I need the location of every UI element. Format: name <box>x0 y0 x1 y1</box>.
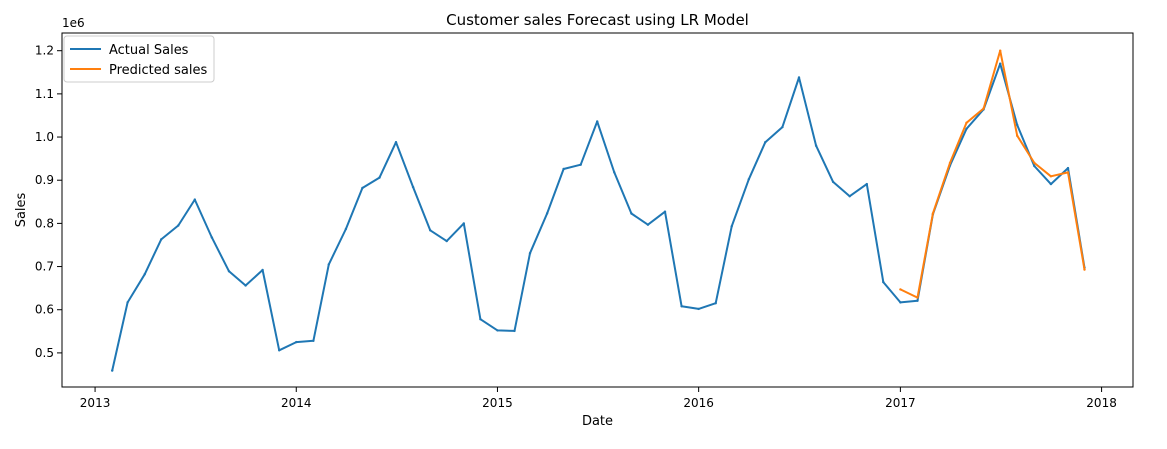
data-point-actual-sales <box>227 270 231 273</box>
data-point-actual-sales <box>797 76 801 79</box>
legend-label-predicted-sales: Predicted sales <box>109 63 208 78</box>
y-axis-offset-label: 1e6 <box>62 16 85 30</box>
data-point-actual-sales <box>479 318 482 321</box>
data-point-actual-sales <box>596 120 599 123</box>
data-point-predicted-sales <box>982 107 985 110</box>
y-tick-label: 0.7 <box>35 260 54 274</box>
chart-title: Customer sales Forecast using LR Model <box>446 11 749 29</box>
data-point-actual-sales <box>394 141 398 144</box>
data-point-actual-sales <box>865 182 868 186</box>
data-point-actual-sales <box>848 195 851 198</box>
x-tick-label: 2015 <box>482 396 513 410</box>
data-point-predicted-sales <box>916 296 919 299</box>
data-point-predicted-sales <box>899 288 902 291</box>
data-point-predicted-sales <box>1083 268 1086 271</box>
data-point-predicted-sales <box>999 49 1002 52</box>
y-tick-label: 0.8 <box>35 216 54 230</box>
data-point-actual-sales <box>730 225 733 228</box>
data-point-predicted-sales <box>1016 134 1019 137</box>
legend-label-actual-sales: Actual Sales <box>109 43 189 58</box>
data-point-actual-sales <box>831 180 835 184</box>
data-point-actual-sales <box>882 280 885 284</box>
data-point-actual-sales <box>899 301 902 304</box>
data-point-actual-sales <box>295 340 298 344</box>
data-point-actual-sales <box>528 252 532 255</box>
data-point-actual-sales <box>545 212 549 215</box>
data-point-actual-sales <box>244 284 247 287</box>
data-point-actual-sales <box>177 224 180 227</box>
data-point-actual-sales <box>193 198 196 201</box>
data-point-actual-sales <box>513 329 516 333</box>
y-axis-label: Sales <box>14 192 29 227</box>
plot-lines <box>111 49 1086 372</box>
data-point-actual-sales <box>697 307 700 311</box>
data-point-actual-sales <box>613 171 616 174</box>
data-point-actual-sales <box>1033 164 1036 168</box>
x-tick-label: 2016 <box>683 396 714 410</box>
y-axis-ticks: 0.5 0.6 0.7 0.8 0.9 1.0 1.1 1.2 <box>35 44 62 360</box>
data-point-actual-sales <box>646 223 650 226</box>
data-point-predicted-sales <box>965 121 968 125</box>
y-tick-label: 0.5 <box>35 346 54 360</box>
data-point-actual-sales <box>429 229 432 232</box>
data-point-actual-sales <box>111 369 114 372</box>
data-point-actual-sales <box>361 186 364 190</box>
x-tick-label: 2017 <box>885 396 916 410</box>
x-tick-label: 2013 <box>80 396 111 410</box>
data-point-actual-sales <box>261 268 264 272</box>
x-axis-label: Date <box>582 414 613 429</box>
data-point-actual-sales <box>814 144 818 147</box>
data-point-actual-sales <box>714 302 717 305</box>
data-point-predicted-sales <box>931 212 935 215</box>
x-tick-label: 2014 <box>281 396 312 410</box>
data-point-actual-sales <box>210 236 214 239</box>
data-point-actual-sales <box>445 239 448 243</box>
data-point-actual-sales <box>999 62 1002 65</box>
data-point-actual-sales <box>126 301 129 304</box>
data-point-actual-sales <box>916 299 919 302</box>
y-tick-label: 1.0 <box>35 130 54 144</box>
data-point-actual-sales <box>562 167 565 171</box>
data-point-actual-sales <box>496 329 499 332</box>
data-point-actual-sales <box>327 263 330 266</box>
series-line-predicted-sales <box>899 49 1086 299</box>
data-point-actual-sales <box>378 176 381 179</box>
data-point-actual-sales <box>781 125 784 129</box>
y-tick-label: 1.1 <box>35 87 54 101</box>
data-point-actual-sales <box>312 339 315 342</box>
data-point-actual-sales <box>462 222 465 225</box>
data-point-actual-sales <box>630 212 633 215</box>
legend-box <box>63 35 215 83</box>
data-point-actual-sales <box>764 141 767 144</box>
data-point-actual-sales <box>143 273 146 276</box>
data-point-actual-sales <box>579 163 582 166</box>
data-point-actual-sales <box>965 127 968 130</box>
y-tick-label: 0.6 <box>35 303 54 317</box>
x-axis-ticks: 2013 2014 2015 2016 2017 2018 <box>80 387 1117 410</box>
legend: Actual Sales Predicted sales <box>63 35 215 83</box>
data-point-actual-sales <box>747 178 750 181</box>
plot-frame <box>61 32 1134 388</box>
data-point-actual-sales <box>1049 182 1053 186</box>
data-point-actual-sales <box>680 305 683 308</box>
data-point-actual-sales <box>278 349 281 352</box>
data-point-actual-sales <box>411 185 415 189</box>
data-point-predicted-sales <box>948 161 952 165</box>
data-point-actual-sales <box>1016 123 1019 127</box>
y-tick-label: 1.2 <box>35 44 54 58</box>
data-point-predicted-sales <box>1049 175 1053 178</box>
data-point-predicted-sales <box>1066 171 1070 174</box>
data-point-actual-sales <box>160 238 163 241</box>
y-tick-label: 0.9 <box>35 173 54 187</box>
data-point-actual-sales <box>344 227 348 231</box>
data-point-actual-sales <box>1066 166 1070 170</box>
data-point-actual-sales <box>663 210 667 213</box>
data-point-predicted-sales <box>1033 161 1036 165</box>
x-tick-label: 2018 <box>1086 396 1117 410</box>
